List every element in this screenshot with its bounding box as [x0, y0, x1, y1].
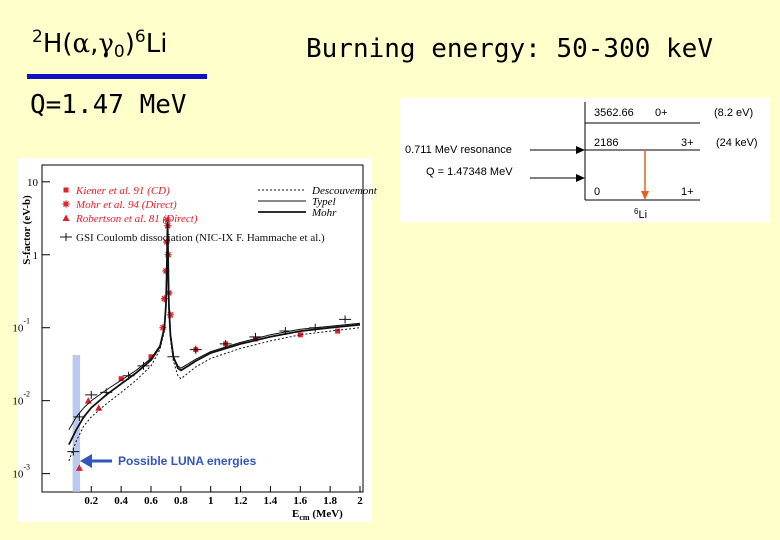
annotation: Possible LUNA energies — [118, 454, 257, 468]
legend-marker — [63, 187, 69, 193]
y-tick-label: 10-3 — [12, 463, 30, 481]
unit: (MeV) — [310, 508, 344, 520]
symbol: Li — [638, 209, 647, 221]
resonance-label: 0.711 MeV resonance — [405, 144, 512, 156]
x-tick-label: 0.8 — [174, 495, 188, 507]
data-point — [75, 464, 83, 471]
legend-label: Typel — [312, 196, 336, 208]
data-point — [160, 295, 168, 303]
legend-label: Mohr et al. 94 (Direct) — [75, 199, 177, 211]
level-width: (8.2 eV) — [714, 107, 753, 119]
y-tick-label: 10-2 — [12, 390, 30, 408]
level-spin: 0+ — [655, 107, 668, 119]
y-tick-label: 10 — [27, 177, 39, 189]
data-point — [166, 311, 174, 319]
x-tick-label: 1.2 — [234, 495, 248, 507]
data-point — [297, 332, 303, 338]
luna-band — [72, 355, 81, 492]
base: 10 — [12, 469, 24, 481]
level-spin: 1+ — [681, 186, 694, 198]
gamma-sub: 0 — [114, 42, 125, 62]
exponent: -2 — [23, 390, 30, 399]
level-spin: 3+ — [681, 137, 694, 149]
x-axis-label: Ecm (MeV) — [292, 508, 343, 522]
x-tick-label: 1.6 — [293, 495, 307, 507]
data-point — [148, 354, 154, 360]
y-tick-label: 1 — [33, 250, 39, 262]
legend-label: GSI Coulomb dissociation (NIC-IX F. Hamm… — [76, 232, 325, 244]
exponent: -3 — [23, 463, 30, 472]
legend-label: Mohr — [311, 207, 337, 219]
data-point — [159, 324, 167, 332]
level-energy: 2186 — [594, 137, 618, 149]
comma: , — [90, 29, 98, 59]
legend-label: Robertson et al. 81 (Direct) — [75, 213, 198, 225]
level-width: (24 keV) — [716, 137, 758, 149]
x-tick-label: 0.2 — [84, 495, 98, 507]
level-energy: 0 — [594, 186, 600, 198]
nucleus-label: 6Li — [634, 207, 647, 221]
x-tick-label: 1.8 — [323, 495, 337, 507]
legend-marker — [60, 233, 72, 241]
nucleus: H( — [43, 29, 73, 59]
q-value: Q=1.47 MeV — [30, 90, 187, 120]
reaction-title: 2H(α,γ0)6Li — [32, 27, 167, 62]
data-point — [339, 315, 352, 324]
data-point — [163, 216, 171, 224]
underline — [27, 74, 207, 79]
level-energy: 3562.66 — [594, 107, 634, 119]
gamma: γ — [98, 29, 114, 59]
mass-number: 6 — [135, 27, 146, 47]
arrowhead — [576, 146, 585, 154]
q-label: Q = 1.47348 MeV — [426, 166, 513, 178]
legend-label: Descouvemont — [311, 185, 378, 197]
data-point — [189, 345, 202, 354]
chart: S-factor (eV-b) Ecm (MeV) 0.2 0.4 0.6 0.8 1 1… — [12, 158, 378, 522]
symbol: E — [292, 508, 299, 520]
x-tick-label: 2 — [357, 495, 363, 507]
level-scheme: 3562.66 0+ (8.2 eV) 2186 3+ (24 keV) 0 1… — [400, 98, 770, 222]
annotation-arrowhead — [80, 454, 92, 468]
legend-marker — [62, 200, 70, 208]
arrowhead — [641, 191, 649, 200]
subscript: cm — [299, 513, 310, 522]
exponent: -1 — [23, 317, 30, 326]
close: ) — [125, 29, 135, 59]
data-point — [335, 328, 341, 334]
legend-marker — [62, 214, 70, 221]
mass-number: 2 — [32, 27, 43, 47]
base: 10 — [12, 323, 24, 335]
data-point — [85, 390, 98, 399]
alpha: α — [73, 29, 91, 59]
x-tick-label: 0.4 — [114, 495, 128, 507]
nucleus: Li — [146, 29, 168, 59]
mass-number: 6 — [634, 207, 639, 216]
y-tick-label: 10-1 — [12, 317, 30, 335]
arrowhead — [576, 174, 585, 182]
legend-label: Kiener et al. 91 (CD) — [75, 185, 170, 197]
base: 10 — [12, 396, 24, 408]
burning-energy: Burning energy: 50-300 keV — [306, 34, 713, 64]
plot-frame — [41, 164, 364, 493]
x-tick-label: 1.4 — [264, 495, 278, 507]
model-curve — [68, 219, 361, 446]
data-point — [118, 376, 124, 382]
x-tick-label: 1 — [208, 495, 214, 507]
y-axis-label: S-factor (eV-b) — [21, 195, 33, 265]
x-tick-label: 0.6 — [144, 495, 158, 507]
